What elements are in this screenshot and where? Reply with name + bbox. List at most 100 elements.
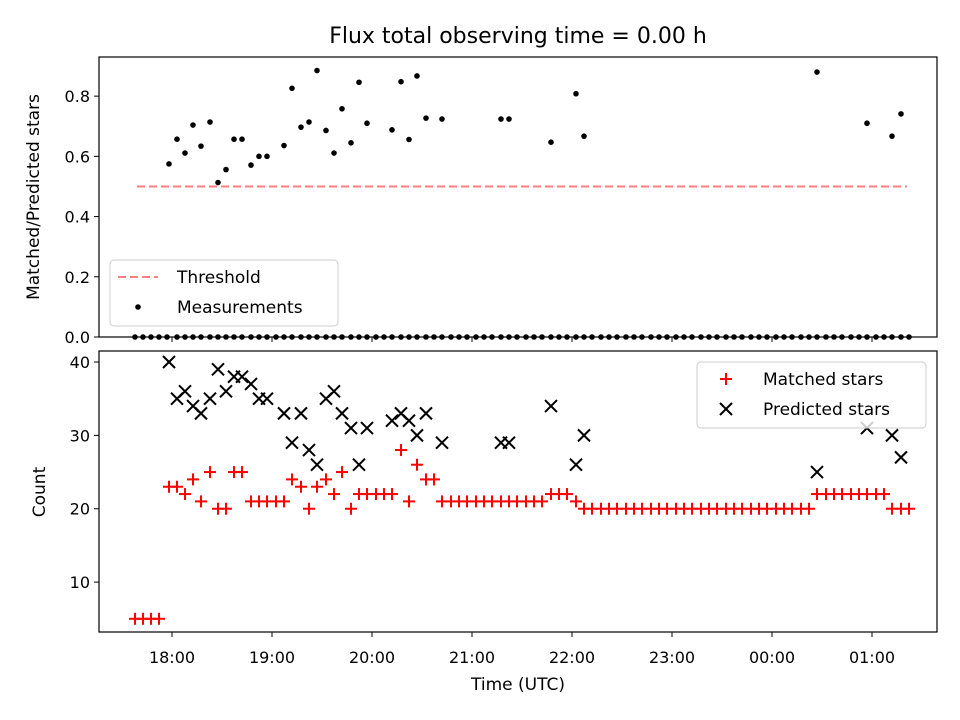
predicted-star-marker-b [419, 406, 433, 421]
count-legend-box [696, 361, 927, 429]
predicted-star-marker-b [178, 384, 192, 399]
measurement-point [439, 116, 445, 122]
predicted-star-marker-b [302, 443, 316, 457]
matched-star-marker [220, 502, 232, 515]
measurement-point [864, 120, 870, 127]
predicted-star-marker-b [211, 362, 225, 377]
x-tick-label: 20:00 [349, 648, 395, 667]
predicted-star-marker-b [203, 391, 217, 406]
predicted-star-marker-b [260, 391, 274, 406]
measurement-point [231, 136, 237, 142]
matched-star-marker [561, 488, 573, 501]
legend-measurements-swatch [135, 304, 141, 310]
predicted-star-marker [894, 450, 908, 465]
chart-title: Flux total observing time = 0.00 h [329, 24, 707, 49]
predicted-star-marker [410, 428, 424, 443]
predicted-star-marker-b [285, 436, 299, 450]
count-axes-frame [98, 350, 938, 633]
predicted-star-marker [310, 458, 324, 472]
predicted-star-marker [194, 406, 208, 421]
predicted-star-marker [810, 465, 824, 479]
ratio-y-tick-label: 0.8 [65, 87, 90, 106]
predicted-star-marker [327, 384, 341, 399]
predicted-star-marker-b [394, 406, 408, 421]
count-panel: 10 20 30 40 18:00 19:00 20:00 21:00 22:00 23:00 0… [30, 350, 938, 695]
matched-star-marker [295, 480, 307, 493]
predicted-star-marker [294, 406, 308, 421]
legend-threshold-label: Threshold [176, 268, 261, 288]
ratio-axes-frame [98, 56, 938, 338]
predicted-star-marker-b [162, 355, 176, 369]
x-tick-label: 23:00 [649, 648, 695, 667]
predicted-star-marker [178, 384, 192, 399]
predicted-star-marker [162, 355, 176, 369]
count-legend: Matched stars Predicted stars [696, 361, 927, 429]
predicted-star-marker-b [194, 406, 208, 421]
predicted-star-marker [352, 458, 366, 472]
x-tick-label: 19:00 [249, 648, 295, 667]
matched-star-marker [395, 444, 407, 457]
predicted-star-marker-b [219, 384, 233, 399]
ratio-y-tick-label: 0.6 [65, 147, 90, 166]
ratio-y-tick-label: 0.0 [65, 328, 90, 347]
legend-matched-swatch [720, 373, 732, 385]
predicted-star-marker-b [410, 428, 424, 443]
legend-predicted-label: Predicted stars [763, 400, 890, 420]
matched-star-marker [236, 466, 248, 479]
predicted-star-marker-b [502, 436, 516, 450]
measurement-point [239, 136, 245, 142]
measurement-point [889, 133, 895, 139]
predicted-star-marker [885, 428, 899, 443]
measurement-point [264, 153, 270, 160]
matched-star-marker [311, 480, 323, 493]
measurement-point [281, 142, 287, 149]
predicted-star-marker [569, 458, 583, 472]
predicted-star-marker-b [577, 428, 591, 443]
predicted-star-marker [203, 391, 217, 406]
ratio-panel: 0.00.20.40.60.8 Matched/Predicted stars … [24, 56, 938, 347]
predicted-star-marker [502, 436, 516, 450]
measurement-point [348, 140, 354, 146]
measurement-point [289, 85, 295, 92]
measurement-point [356, 79, 362, 86]
predicted-star-marker [260, 391, 274, 406]
x-tick-label: 18:00 [149, 648, 195, 667]
matched-star-marker [328, 488, 340, 501]
predicted-star-marker [285, 436, 299, 450]
matched-star-marker [411, 458, 423, 471]
measurement-point [298, 124, 304, 130]
matched-star-marker [204, 466, 216, 479]
count-y-tick-label: 30 [70, 426, 90, 445]
predicted-star-marker [235, 369, 249, 384]
predicted-star-marker [302, 443, 316, 457]
matched-star-marker [536, 495, 548, 508]
predicted-star-marker-b [569, 458, 583, 472]
predicted-star-marker-b [402, 413, 416, 428]
measurement-point [174, 136, 180, 142]
matched-star-marker [286, 473, 298, 486]
predicted-star-marker-b [360, 421, 374, 435]
measurement-point [548, 139, 554, 146]
matched-star-marker [179, 488, 191, 501]
predicted-star-marker [344, 421, 358, 435]
x-tick-label: 00:00 [749, 648, 795, 667]
x-tick-label: 21:00 [449, 648, 495, 667]
predicted-star-marker-b [894, 450, 908, 465]
measurement-point [814, 69, 820, 75]
measurement-point [898, 111, 904, 117]
predicted-star-marker-b [294, 406, 308, 421]
measurement-point [331, 150, 337, 156]
predicted-star-marker [211, 362, 225, 377]
measurement-point [506, 116, 512, 122]
matched-star-marker [187, 473, 199, 486]
count-y-tick-label: 10 [70, 573, 90, 592]
predicted-star-marker-b [186, 399, 200, 413]
matched-star-marker [903, 502, 915, 515]
measurement-point [248, 162, 254, 168]
measurement-point [215, 179, 221, 186]
predicted-star-marker [335, 406, 349, 421]
measurement-point [398, 78, 404, 85]
predicted-star-marker [219, 384, 233, 399]
matched-star-marker [403, 495, 415, 508]
